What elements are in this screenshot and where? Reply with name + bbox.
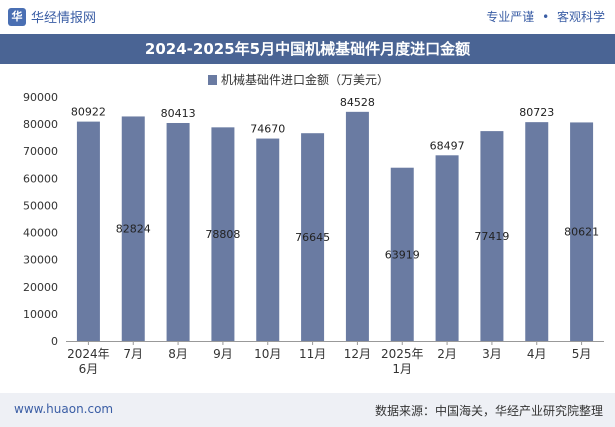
x-tick-label: 5月 xyxy=(572,347,592,361)
data-source: 数据来源：中国海关，华经产业研究院整理 xyxy=(374,404,603,418)
data-label: 80621 xyxy=(564,226,599,239)
y-tick-label: 80000 xyxy=(23,118,58,131)
bar xyxy=(301,133,325,341)
tagline-right: 客观科学 xyxy=(556,10,605,24)
x-tick-label: 3月 xyxy=(482,347,502,361)
x-tick-label: 11月 xyxy=(299,347,326,361)
x-tick-label: 12月 xyxy=(344,347,371,361)
data-label: 74670 xyxy=(250,123,285,136)
y-tick-label: 10000 xyxy=(23,308,58,321)
data-label: 76645 xyxy=(295,231,330,244)
brand: 华 华经情报网 xyxy=(8,7,96,26)
y-tick-label: 0 xyxy=(51,335,58,348)
chart-title: 2024-2025年5月中国机械基础件月度进口金额 xyxy=(0,34,615,64)
bar xyxy=(121,116,145,342)
bar xyxy=(480,131,504,341)
y-tick-label: 30000 xyxy=(23,254,58,267)
site-url[interactable]: www.huaon.com xyxy=(14,402,114,416)
footer: www.huaon.com 数据来源：中国海关，华经产业研究院整理 xyxy=(0,393,615,427)
bar xyxy=(525,122,549,342)
x-tick-label: 10月 xyxy=(254,347,281,361)
bar xyxy=(435,155,459,341)
data-label: 82824 xyxy=(116,223,151,236)
y-tick-label: 50000 xyxy=(23,199,58,212)
top-bar: 华 华经情报网 专业严谨 • 客观科学 xyxy=(0,0,615,34)
legend-swatch xyxy=(208,75,217,85)
bar xyxy=(76,121,100,341)
data-label: 78808 xyxy=(205,228,240,241)
bar xyxy=(345,111,369,341)
bar xyxy=(256,138,280,341)
bar xyxy=(390,167,414,341)
y-tick-label: 70000 xyxy=(23,145,58,158)
data-label: 80723 xyxy=(519,106,554,119)
huajing-logo-icon: 华 xyxy=(8,7,26,26)
x-tick-label: 9月 xyxy=(213,347,233,361)
y-tick-label: 90000 xyxy=(23,91,58,104)
data-label: 63919 xyxy=(385,248,420,261)
legend-label: 机械基础件进口金额（万美元） xyxy=(221,72,389,87)
data-label: 84528 xyxy=(340,96,375,109)
y-tick-label: 60000 xyxy=(23,172,58,185)
x-tick-label: 8月 xyxy=(168,347,188,361)
x-tick-label: 2025年 1月 xyxy=(381,347,424,376)
x-tick-label: 4月 xyxy=(527,347,547,361)
brand-name: 华经情报网 xyxy=(31,11,97,26)
data-label: 77419 xyxy=(474,230,509,243)
y-tick-label: 20000 xyxy=(23,281,58,294)
x-tick-label: 2月 xyxy=(437,347,457,361)
tagline-left: 专业严谨 xyxy=(486,10,535,24)
tagline: 专业严谨 • 客观科学 xyxy=(486,8,605,25)
x-tick-label: 7月 xyxy=(123,347,143,361)
y-tick-label: 40000 xyxy=(23,227,58,240)
bar xyxy=(570,122,594,341)
x-tick-label: 2024年 6月 xyxy=(67,347,110,376)
tagline-separator: • xyxy=(542,10,550,24)
bar xyxy=(211,127,235,341)
bar xyxy=(166,122,190,341)
data-label: 80413 xyxy=(161,107,196,120)
data-label: 68497 xyxy=(430,139,465,152)
bar-chart: 机械基础件进口金额（万美元） 0 10000 20000 30000 40000 50000… xyxy=(23,72,604,376)
data-label: 80922 xyxy=(71,106,106,119)
